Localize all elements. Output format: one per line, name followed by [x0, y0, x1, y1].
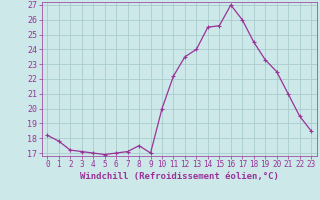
X-axis label: Windchill (Refroidissement éolien,°C): Windchill (Refroidissement éolien,°C): [80, 172, 279, 181]
